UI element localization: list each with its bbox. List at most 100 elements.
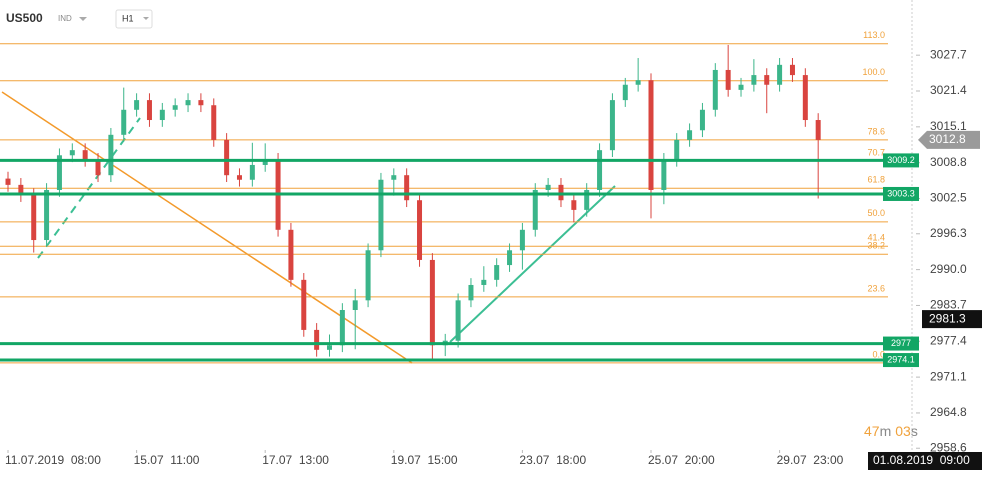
y-tick-label: 2964.8 [930, 405, 967, 419]
current-price: 3012.8 [929, 132, 966, 146]
dropdown-arrow[interactable] [79, 17, 87, 21]
current-time: 01.08.2019 09:00 [873, 453, 970, 467]
price-line-label: 3003.3 [887, 188, 915, 198]
timeframe-button[interactable] [115, 9, 153, 29]
candle-body [5, 178, 11, 185]
candle-body [532, 189, 538, 230]
trend-line [449, 185, 616, 343]
candle-body [404, 175, 410, 201]
candle-body [69, 150, 75, 156]
y-tick-label: 3002.5 [930, 191, 967, 205]
fib-label: 41.4 [867, 233, 885, 243]
symbol: US500 [6, 11, 43, 25]
candle-body [545, 184, 551, 190]
fib-label: 70.7 [867, 147, 885, 157]
x-tick-label: 25.07 20:00 [648, 453, 715, 467]
fib-label: 0.0 [872, 349, 885, 359]
candle-body [352, 300, 358, 311]
candle-body [121, 109, 127, 135]
y-tick-label: 2971.1 [930, 369, 967, 383]
y-tick-label: 2983.7 [930, 298, 967, 312]
candle-body [738, 84, 744, 90]
candle-body [327, 345, 332, 350]
y-tick-label: 3027.7 [930, 47, 967, 61]
price-line-tag [883, 353, 919, 368]
countdown-minutes: 47 [864, 423, 880, 439]
fib-label: 113.0 [863, 30, 885, 40]
candle-body [224, 139, 230, 176]
candle-body [172, 105, 178, 110]
candle-body [815, 120, 821, 140]
candle-body [789, 64, 795, 76]
x-tick-label: 15.07 11:00 [134, 453, 200, 467]
candle-body [95, 159, 101, 176]
y-tick-label: 3021.4 [930, 83, 967, 97]
candle-body [712, 69, 718, 110]
candle-body [365, 250, 371, 301]
candle-body [507, 250, 513, 266]
price-line-tag [883, 186, 919, 201]
candle-body [674, 139, 680, 160]
candle-body [661, 159, 667, 190]
marker-price-tag [922, 310, 982, 329]
candle-body [82, 150, 88, 160]
countdown-seconds-unit: s [911, 423, 918, 439]
candle-body [236, 175, 242, 180]
countdown: 47m 03s [864, 423, 918, 439]
y-tick-label: 2977.4 [930, 333, 967, 347]
candle-body [751, 75, 757, 85]
candle-body [262, 159, 268, 165]
candle-body [31, 195, 37, 241]
candle-body [378, 179, 384, 251]
candle-body [802, 75, 808, 121]
x-tick-label: 23.07 18:00 [519, 453, 586, 467]
fib-label: 23.6 [867, 283, 885, 293]
candle-body [249, 164, 255, 180]
candle-body [134, 100, 140, 110]
candle-body [301, 279, 307, 330]
candle-body [494, 265, 500, 280]
dropdown-arrow [143, 17, 149, 20]
trend-line [1, 91, 413, 364]
candle-body [481, 279, 487, 285]
candle-body [159, 109, 165, 121]
candle-body [687, 130, 693, 140]
candle-body [108, 134, 114, 176]
candle-body [519, 229, 525, 251]
x-tick-label: 29.07 23:00 [777, 453, 844, 467]
x-tick-label: 17.07 13:00 [262, 453, 329, 467]
candle-body [571, 200, 577, 210]
marker-price: 2981.3 [929, 311, 966, 325]
candle-body [468, 284, 474, 301]
candle-body [391, 175, 397, 180]
candle-body [777, 64, 783, 85]
fib-label: 61.8 [867, 175, 885, 185]
candle-body [56, 155, 62, 190]
price-line-label: 3009.2 [887, 155, 915, 165]
y-tick-label: 2958.6 [930, 440, 967, 454]
candle-body [211, 105, 217, 140]
countdown-minutes-unit: m [880, 423, 892, 439]
candle-body [339, 310, 345, 346]
candle-body [635, 80, 641, 85]
current-time-tag [868, 452, 982, 470]
y-tick-label: 2990.0 [930, 262, 967, 276]
fib-label: 38.2 [867, 241, 885, 251]
fib-label: 78.6 [867, 126, 885, 136]
market: IND [58, 14, 72, 23]
candle-body [185, 100, 191, 106]
x-tick-label: 19.07 15:00 [391, 453, 458, 467]
candle-body [44, 189, 50, 241]
candle-body [314, 329, 320, 350]
candle-body [455, 300, 461, 341]
candle-body [288, 229, 294, 280]
candle-body [622, 84, 628, 101]
candle-body [146, 100, 152, 121]
candle-body [584, 189, 590, 210]
y-tick-label: 3015.1 [930, 119, 967, 133]
fib-label: 50.0 [867, 208, 885, 218]
candle-body [725, 69, 731, 90]
timeframe: H1 [122, 13, 134, 23]
y-tick-label: 2996.3 [930, 226, 967, 240]
